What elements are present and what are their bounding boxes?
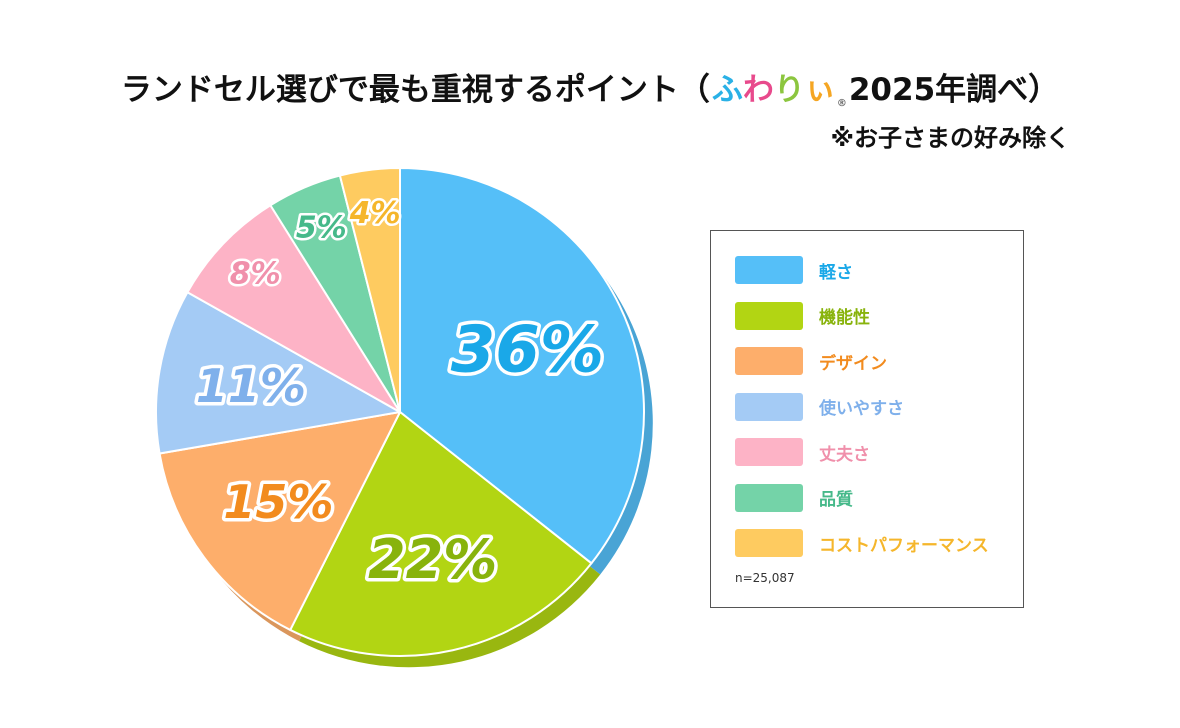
pie-slice [158,411,401,631]
legend-label: 丈夫さ [819,444,870,465]
pie-data-label: 22% [368,528,497,591]
legend-item: 機能性 [735,301,870,331]
legend-swatch [735,392,803,421]
brand-char: ふ [711,72,743,108]
brand-logo: ふわりぃ® [712,64,847,109]
legend-swatch [735,301,803,330]
pie-slice [155,291,401,455]
pie-data-label: 8% [230,256,281,291]
pie-data-label: 4% [349,196,401,231]
brand-char: り [773,72,805,108]
registered-mark: ® [836,98,847,109]
legend-item: デザイン [735,346,887,376]
pie-slice [399,167,645,565]
legend-swatch [735,256,803,284]
legend-label: 品質 [819,490,853,510]
brand-char: ぃ [804,72,836,108]
pie-slice [338,167,401,413]
legend-label: 軽さ [819,262,853,283]
pie-slice [186,204,401,413]
chart-title: ランドセル選びで最も重視するポイント（ふわりぃ®2025年調べ） [0,64,1180,109]
chart-subtitle: ※お子さまの好み除く [830,124,1070,152]
legend-swatch [735,529,803,557]
chart-title-main: ランドセル選びで最も重視するポイント（ [120,72,710,108]
pie-data-label: 15% [223,475,333,529]
legend-item: コストパフォーマンス [735,528,989,558]
pie-chart: 36% 22% 15% 11% 8% 5% 4% [155,167,653,668]
legend-label: 使いやすさ [819,399,904,419]
chart-title-suffix: 2025年調べ） [848,72,1060,108]
pie-slice [289,411,593,657]
pie-data-label: 5% [296,211,347,246]
legend-item: 使いやすさ [735,392,904,422]
brand-char: わ [742,72,774,108]
legend-swatch [735,438,803,466]
legend-item: 丈夫さ [735,437,870,467]
legend-label: 機能性 [819,308,870,328]
pie-data-label: 36% [451,313,604,387]
legend-item: 品質 [735,483,853,513]
pie-data-label: 11% [196,359,306,413]
legend-label: コストパフォーマンス [819,535,989,556]
legend-label: デザイン [819,353,887,374]
legend-swatch [735,347,803,375]
legend-swatch [735,483,803,512]
legend: n=25,087 軽さ機能性デザイン使いやすさ丈夫さ品質コストパフォーマンス [710,230,1024,608]
sample-size-note: n=25,087 [735,571,795,585]
legend-item: 軽さ [735,255,853,285]
